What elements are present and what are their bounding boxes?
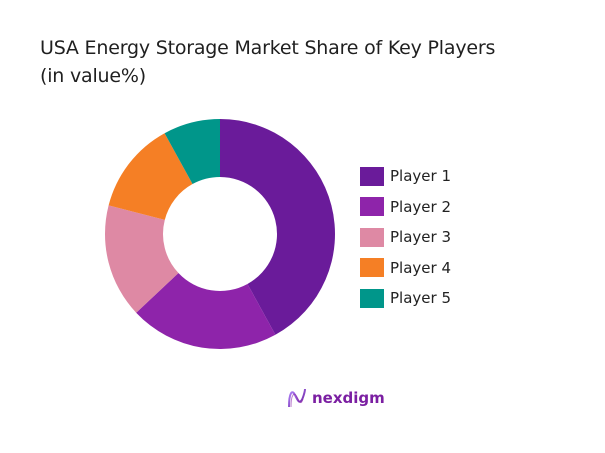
slice-player-2: [136, 273, 276, 349]
legend-item-player-1: Player 1: [360, 166, 451, 186]
legend-label: Player 4: [390, 258, 451, 277]
chart-title-line2: (in value%): [40, 65, 146, 87]
nexdigm-wave-icon: [288, 388, 306, 408]
slice-player-5: [164, 119, 220, 185]
legend-item-player-3: Player 3: [360, 227, 451, 247]
legend-item-player-2: Player 2: [360, 197, 451, 217]
legend-swatch: [360, 166, 384, 186]
legend-swatch: [360, 258, 384, 277]
legend-label: Player 1: [390, 167, 451, 185]
logo-text: nexdigm: [312, 389, 385, 407]
legend-item-player-4: Player 4: [360, 258, 451, 278]
chart-title: USA Energy Storage Market Share of Key P…: [40, 34, 495, 90]
legend-swatch: [360, 197, 384, 216]
legend-label: Player 5: [390, 289, 451, 307]
nexdigm-logo: nexdigm: [287, 387, 385, 409]
legend-swatch: [360, 227, 384, 247]
slice-player-4: [108, 133, 193, 220]
legend-label: Player 3: [390, 228, 451, 246]
slice-player-3: [104, 205, 179, 313]
slice-player-1: [220, 119, 335, 335]
legend: Player 1 Player 2 Player 3 Player 4 Play…: [360, 166, 451, 319]
legend-swatch: [360, 288, 384, 308]
legend-item-player-5: Player 5: [360, 288, 451, 308]
chart-title-line1: USA Energy Storage Market Share of Key P…: [40, 37, 496, 59]
legend-label: Player 2: [390, 197, 451, 216]
